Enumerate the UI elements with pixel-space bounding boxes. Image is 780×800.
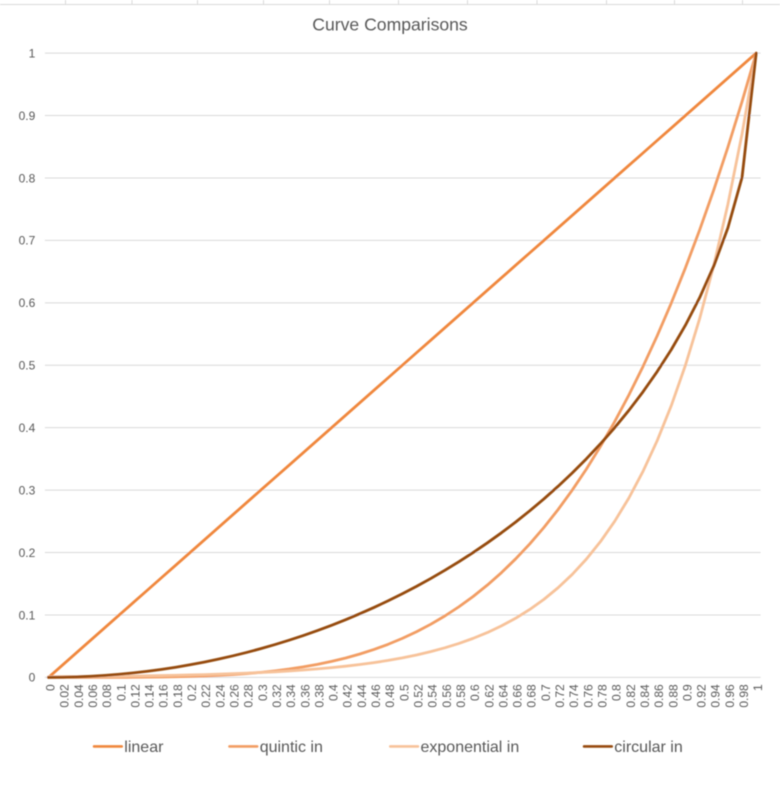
svg-text:linear: linear — [124, 739, 164, 756]
svg-text:0.68: 0.68 — [525, 684, 539, 708]
svg-text:0.7: 0.7 — [19, 234, 36, 248]
svg-text:0.98: 0.98 — [737, 684, 751, 708]
svg-text:0.24: 0.24 — [213, 684, 227, 708]
svg-text:0.58: 0.58 — [454, 684, 468, 708]
svg-text:0.18: 0.18 — [171, 684, 185, 708]
svg-text:0.2: 0.2 — [19, 546, 36, 560]
svg-text:0.28: 0.28 — [242, 684, 256, 708]
svg-text:0.9: 0.9 — [680, 684, 694, 701]
svg-text:0.34: 0.34 — [284, 684, 298, 708]
svg-text:0.78: 0.78 — [596, 684, 610, 708]
svg-text:0.76: 0.76 — [581, 684, 595, 708]
svg-text:0.4: 0.4 — [327, 684, 341, 701]
svg-text:0.46: 0.46 — [369, 684, 383, 708]
svg-text:0.84: 0.84 — [638, 684, 652, 708]
svg-text:0: 0 — [44, 684, 58, 691]
svg-text:0.2: 0.2 — [185, 684, 199, 701]
svg-text:0.54: 0.54 — [426, 684, 440, 708]
svg-text:quintic in: quintic in — [260, 739, 323, 756]
svg-text:circular in: circular in — [614, 739, 682, 756]
svg-text:0.8: 0.8 — [610, 684, 624, 701]
svg-text:0.88: 0.88 — [666, 684, 680, 708]
svg-text:0.26: 0.26 — [228, 684, 242, 708]
svg-text:0.16: 0.16 — [157, 684, 171, 708]
svg-text:0: 0 — [29, 671, 36, 685]
svg-text:0.06: 0.06 — [86, 684, 100, 708]
svg-text:0.36: 0.36 — [298, 684, 312, 708]
svg-text:0.62: 0.62 — [482, 684, 496, 708]
svg-text:0.6: 0.6 — [19, 296, 36, 310]
svg-text:0.5: 0.5 — [19, 359, 36, 373]
svg-text:Curve Comparisons: Curve Comparisons — [312, 14, 468, 34]
svg-text:0.42: 0.42 — [341, 684, 355, 708]
svg-text:1: 1 — [29, 46, 36, 60]
svg-text:0.4: 0.4 — [19, 421, 36, 435]
svg-text:0.7: 0.7 — [539, 684, 553, 701]
svg-text:0.96: 0.96 — [723, 684, 737, 708]
svg-text:0.32: 0.32 — [270, 684, 284, 708]
svg-text:0.66: 0.66 — [511, 684, 525, 708]
svg-text:0.72: 0.72 — [553, 684, 567, 708]
svg-text:1: 1 — [751, 684, 765, 691]
svg-text:0.48: 0.48 — [383, 684, 397, 708]
svg-text:0.3: 0.3 — [19, 483, 36, 497]
svg-text:0.22: 0.22 — [199, 684, 213, 708]
svg-text:0.02: 0.02 — [58, 684, 72, 708]
svg-text:exponential in: exponential in — [421, 739, 520, 756]
svg-text:0.38: 0.38 — [312, 684, 326, 708]
svg-text:0.5: 0.5 — [397, 684, 411, 701]
svg-text:0.44: 0.44 — [355, 684, 369, 708]
svg-text:0.04: 0.04 — [72, 684, 86, 708]
svg-text:0.1: 0.1 — [114, 684, 128, 701]
svg-text:0.92: 0.92 — [695, 684, 709, 708]
svg-text:0.1: 0.1 — [19, 608, 36, 622]
svg-text:0.74: 0.74 — [567, 684, 581, 708]
svg-text:0.14: 0.14 — [143, 684, 157, 708]
svg-text:0.56: 0.56 — [440, 684, 454, 708]
svg-text:0.6: 0.6 — [468, 684, 482, 701]
svg-text:0.9: 0.9 — [19, 109, 36, 123]
svg-text:0.64: 0.64 — [496, 684, 510, 708]
svg-text:0.86: 0.86 — [652, 684, 666, 708]
svg-text:0.94: 0.94 — [709, 684, 723, 708]
svg-text:0.8: 0.8 — [19, 171, 36, 185]
svg-text:0.52: 0.52 — [412, 684, 426, 708]
svg-text:0.82: 0.82 — [624, 684, 638, 708]
svg-text:0.3: 0.3 — [256, 684, 270, 701]
svg-text:0.12: 0.12 — [128, 684, 142, 708]
svg-text:0.08: 0.08 — [100, 684, 114, 708]
